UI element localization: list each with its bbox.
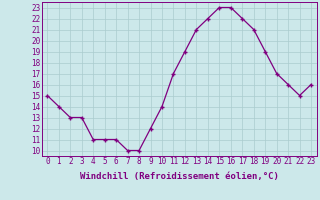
X-axis label: Windchill (Refroidissement éolien,°C): Windchill (Refroidissement éolien,°C) (80, 172, 279, 181)
